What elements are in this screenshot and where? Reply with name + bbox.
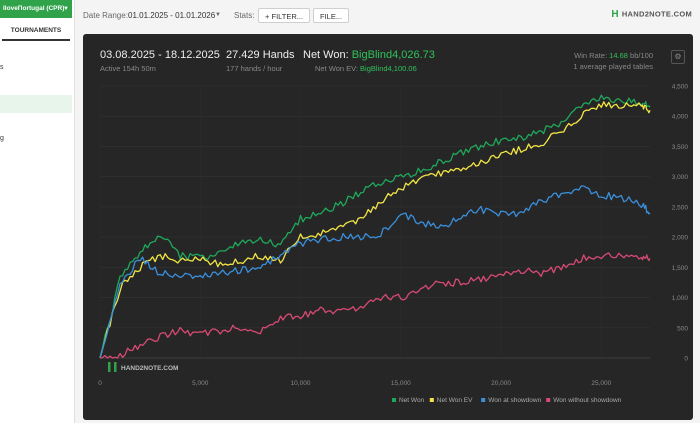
y-tick-label: 3,000	[672, 174, 689, 181]
file-button-label: FILE...	[320, 12, 343, 21]
x-tick-label: 5,000	[192, 380, 209, 387]
hands-count: 27.429 Hands	[226, 49, 295, 61]
legend-label: Net Won	[399, 397, 425, 404]
gear-icon[interactable]: ⚙	[671, 50, 685, 64]
chart-grid	[99, 85, 650, 359]
legend-swatch	[481, 398, 486, 402]
win-rate-unit: bb/100	[630, 51, 653, 60]
active-tab-indicator	[2, 39, 70, 41]
stats-label: Stats:	[234, 11, 255, 20]
file-button[interactable]: FILE...	[313, 8, 350, 23]
y-tick-label: 2,000	[672, 235, 689, 242]
y-tick-label: 2,500	[672, 204, 689, 211]
date-range-label: Date Range:	[83, 11, 128, 20]
chart-series	[99, 94, 651, 359]
x-tick-labels: 0 5,000 10,000 15,000 20,000 25,000	[98, 380, 611, 387]
x-tick-label: 10,000	[291, 380, 311, 387]
y-tick-label: 4,000	[672, 114, 689, 121]
tab-tournaments[interactable]: TOURNAMENTS	[0, 22, 72, 41]
net-won-line	[99, 94, 651, 359]
net-won-ev-value: BigBlind4,100.06	[360, 64, 417, 73]
period-range: 03.08.2025 - 18.12.2025	[100, 49, 220, 61]
account-name: IloveПortugal (CPR)	[3, 5, 65, 12]
sidebar-item-fragment-2[interactable]: g	[0, 135, 4, 142]
graph-panel: 03.08.2025 - 18.12.2025 Active 154h 50m …	[83, 34, 693, 420]
watermark-logo-icon	[108, 362, 111, 372]
logo-icon: H	[611, 9, 619, 20]
y-tick-labels: 0 500 1,000 1,500 2,000 2,500 3,000 3,500 4,000 4…	[672, 84, 689, 363]
legend-swatch	[429, 398, 434, 402]
logo-text: HAND2NOTE.COM	[621, 9, 692, 19]
x-tick-label: 0	[98, 380, 102, 387]
active-time: Active 154h 50m	[100, 64, 156, 73]
chevron-down-icon: ▼	[63, 6, 69, 12]
x-tick-label: 15,000	[391, 380, 411, 387]
net-won: Net Won: BigBlind4,026.73	[303, 49, 435, 61]
average-tables: 1 average played tables	[573, 62, 653, 71]
net-won-ev: Net Won EV: BigBlind4,100.06	[315, 64, 417, 73]
sidebar: IloveПortugal (CPR) ▼ TOURNAMENTS s g	[0, 0, 75, 423]
profit-chart: 0 5,000 10,000 15,000 20,000 25,000 0 500 1,000…	[98, 84, 689, 405]
hands-rate: 177 hands / hour	[226, 64, 283, 73]
y-tick-label: 3,500	[672, 144, 689, 151]
date-range-value[interactable]: 01.01.2025 - 01.01.2026	[128, 11, 216, 20]
legend-swatch	[546, 398, 551, 402]
win-rate-label: Win Rate:	[574, 51, 608, 60]
y-tick-label: 500	[677, 325, 688, 332]
y-tick-label: 1,500	[672, 265, 689, 272]
net-won-ev-line	[99, 101, 651, 359]
plus-icon: +	[265, 12, 270, 21]
account-selector[interactable]: IloveПortugal (CPR) ▼	[0, 0, 72, 18]
filter-button-label: FILTER...	[271, 12, 304, 21]
tab-tournaments-label: TOURNAMENTS	[10, 27, 62, 34]
sidebar-item-selected[interactable]	[0, 95, 72, 113]
x-tick-label: 25,000	[591, 380, 611, 387]
watermark-logo-icon	[114, 362, 117, 372]
win-rate: Win Rate: 14.68 bb/100	[574, 51, 653, 60]
won-without-showdown-line	[99, 252, 651, 359]
chart-legend: Net Won Net Won EV Won at showdown Won with…	[392, 397, 622, 404]
win-rate-value: 14.68	[609, 51, 628, 60]
net-won-label: Net Won:	[303, 49, 349, 61]
x-tick-label: 20,000	[491, 380, 511, 387]
toolbar: Date Range: 01.01.2025 - 01.01.2026 ▼ St…	[74, 0, 700, 32]
y-tick-label: 4,500	[672, 84, 689, 91]
hand2note-logo: H HAND2NOTE.COM	[611, 9, 692, 20]
y-tick-label: 0	[684, 356, 688, 363]
chart-watermark: HAND2NOTE.COM	[108, 362, 178, 372]
legend-swatch	[392, 398, 396, 402]
legend-label: Net Won EV	[437, 397, 473, 404]
legend-label: Won without showdown	[553, 397, 622, 404]
won-at-showdown-line	[99, 185, 651, 359]
y-tick-label: 1,000	[672, 295, 689, 302]
legend-label: Won at showdown	[488, 397, 541, 404]
net-won-value: BigBlind4,026.73	[351, 49, 435, 61]
sidebar-item-fragment-1[interactable]: s	[0, 64, 4, 71]
watermark-text: HAND2NOTE.COM	[121, 365, 178, 372]
date-range-dropdown-icon[interactable]: ▼	[215, 12, 221, 18]
net-won-ev-label: Net Won EV:	[315, 64, 358, 73]
filter-button[interactable]: + FILTER...	[258, 8, 311, 23]
